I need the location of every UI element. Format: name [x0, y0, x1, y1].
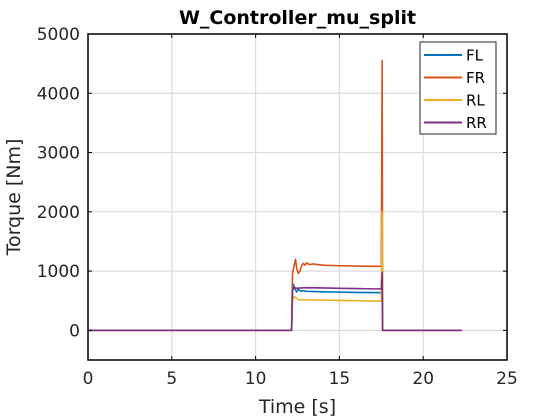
y-tick-label: 1000	[37, 262, 80, 282]
x-tick-label: 15	[329, 369, 351, 389]
axes-frame	[87, 33, 508, 361]
legend-label: FL	[466, 47, 484, 65]
x-tick-label: 25	[496, 369, 518, 389]
legend-box	[419, 41, 497, 135]
legend: FL FR RL RR	[419, 41, 497, 135]
series-line-rl	[88, 211, 462, 332]
y-tick-label: 3000	[37, 144, 80, 164]
x-axis-label: Time [s]	[258, 396, 336, 418]
series-line-rr	[88, 271, 462, 332]
y-tick-label: 4000	[37, 84, 80, 104]
legend-label: RR	[466, 114, 487, 132]
tick-labels: 0 5 10 15 20 25 0 1000 2000 3000 4000 5000	[37, 25, 518, 389]
chart-title: W_Controller_mu_split	[179, 7, 416, 29]
x-tick-label: 10	[245, 369, 267, 389]
series-group	[88, 59, 462, 332]
x-tick-label: 5	[166, 369, 177, 389]
y-axis-label: Torque [Nm]	[3, 139, 25, 257]
legend-label: FR	[466, 69, 485, 87]
x-tick-label: 20	[412, 369, 434, 389]
y-tick-label: 2000	[37, 203, 80, 223]
y-tick-label: 0	[69, 321, 80, 341]
ticks	[87, 33, 508, 360]
x-tick-label: 0	[83, 369, 94, 389]
series-line-fr	[88, 59, 462, 332]
y-tick-label: 5000	[37, 25, 80, 45]
legend-label: RL	[466, 92, 485, 110]
